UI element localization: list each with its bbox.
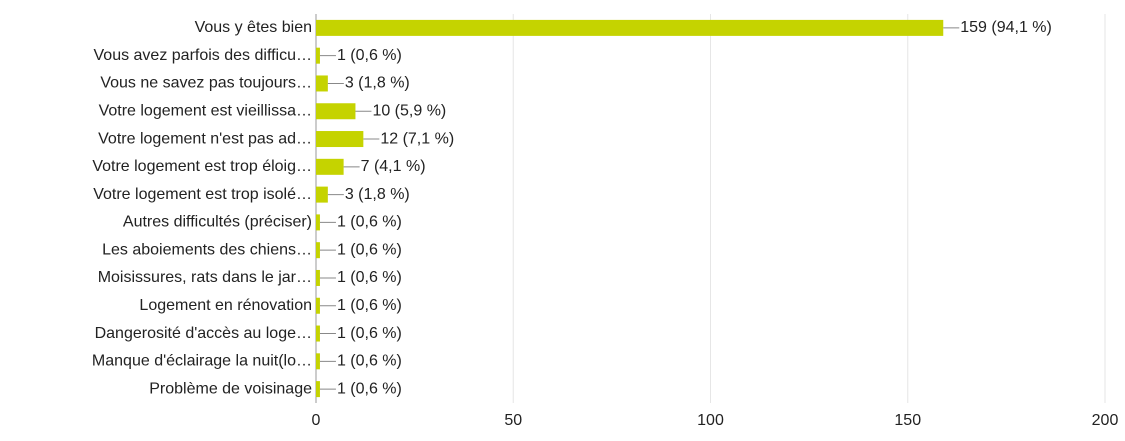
y-tick-label: Vous y êtes bien — [195, 19, 312, 36]
value-label: 3 (1,8 %) — [345, 75, 410, 92]
y-tick-label: Votre logement est trop éloig… — [92, 158, 312, 175]
y-tick-label: Votre logement est trop isolé… — [93, 186, 312, 203]
value-label: 12 (7,1 %) — [380, 130, 454, 147]
y-tick-label: Problème de voisinage — [149, 380, 312, 397]
value-label: 1 (0,6 %) — [337, 297, 402, 314]
y-tick-label: Moisissures, rats dans le jar… — [98, 269, 312, 286]
value-label: 1 (0,6 %) — [337, 269, 402, 286]
bar — [316, 186, 328, 203]
value-label: 1 (0,6 %) — [337, 241, 402, 258]
x-tick-label: 100 — [697, 412, 724, 429]
value-label: 1 (0,6 %) — [337, 47, 402, 64]
bar — [316, 353, 320, 370]
bar — [316, 269, 320, 286]
bar — [316, 75, 328, 92]
bar — [316, 325, 320, 342]
y-tick-label: Vous ne savez pas toujours… — [100, 75, 312, 92]
y-tick-label: Manque d'éclairage la nuit(lo… — [92, 353, 312, 370]
x-tick-label: 0 — [312, 412, 321, 429]
y-tick-label: Logement en rénovation — [139, 297, 312, 314]
y-tick-label: Autres difficultés (préciser) — [123, 214, 312, 231]
bar — [316, 131, 364, 148]
x-tick-label: 150 — [894, 412, 921, 429]
bar — [316, 214, 320, 231]
value-label: 3 (1,8 %) — [345, 186, 410, 203]
x-tick-label: 200 — [1092, 412, 1119, 429]
y-tick-label: Les aboiements des chiens… — [102, 241, 312, 258]
bar — [316, 158, 344, 175]
value-label: 1 (0,6 %) — [337, 325, 402, 342]
x-tick-label: 50 — [504, 412, 522, 429]
bar — [316, 19, 944, 36]
bar — [316, 103, 356, 120]
value-label: 10 (5,9 %) — [372, 102, 446, 119]
value-label: 1 (0,6 %) — [337, 214, 402, 231]
y-tick-label: Votre logement est vieillissa… — [99, 102, 312, 119]
bar — [316, 297, 320, 314]
value-label: 159 (94,1 %) — [960, 19, 1052, 36]
y-tick-label: Votre logement n'est pas ad… — [98, 130, 312, 147]
bar — [316, 242, 320, 259]
bar — [316, 47, 320, 64]
value-label: 1 (0,6 %) — [337, 353, 402, 370]
y-tick-label: Dangerosité d'accès au loge… — [95, 325, 312, 342]
y-tick-label: Vous avez parfois des difficu… — [94, 47, 313, 64]
bar — [316, 381, 320, 398]
value-label: 7 (4,1 %) — [361, 158, 426, 175]
value-label: 1 (0,6 %) — [337, 380, 402, 397]
